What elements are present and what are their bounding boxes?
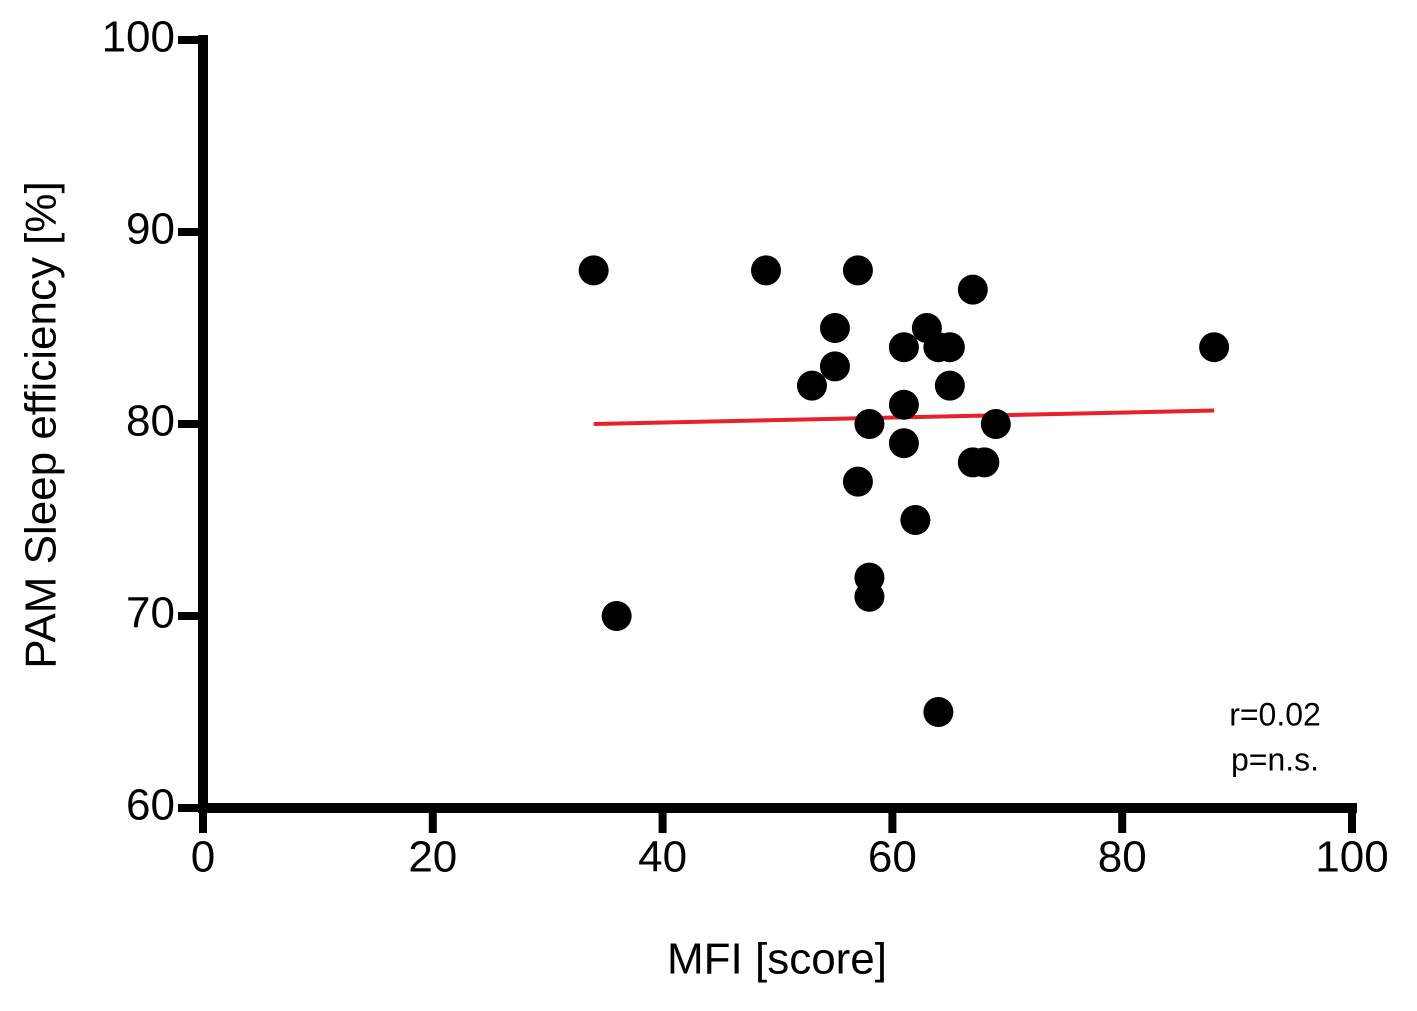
annotation: r=0.02 — [1229, 696, 1321, 732]
point — [888, 389, 919, 420]
point — [578, 255, 609, 286]
x-tick-label: 60 — [868, 833, 917, 882]
point — [819, 351, 850, 382]
point — [819, 313, 850, 343]
point — [957, 274, 988, 305]
x-tick-label: 80 — [1098, 833, 1147, 882]
point — [842, 255, 873, 286]
point — [601, 601, 632, 631]
point — [842, 466, 873, 497]
point — [900, 505, 931, 535]
point — [1199, 332, 1230, 363]
y-tick-label: 70 — [126, 589, 175, 638]
annotation: p=n.s. — [1231, 741, 1319, 777]
x-tick-label: 20 — [408, 833, 457, 882]
point — [934, 332, 965, 363]
point — [969, 447, 1000, 478]
y-tick-label: 100 — [102, 13, 175, 62]
point — [923, 697, 954, 727]
point — [854, 409, 885, 439]
x-tick-label: 40 — [638, 833, 687, 882]
point — [934, 370, 965, 401]
x-tick-label: 100 — [1315, 833, 1388, 882]
y-tick-label: 80 — [126, 397, 175, 446]
point — [888, 332, 919, 363]
y-tick-label: 60 — [126, 781, 175, 830]
point — [888, 428, 919, 459]
y-axis-title: PAM Sleep efficiency [%] — [17, 181, 66, 668]
point — [751, 255, 782, 286]
y-tick-label: 90 — [126, 205, 175, 254]
x-tick-label: 0 — [191, 833, 215, 882]
point — [796, 370, 827, 401]
x-axis-title: MFI [score] — [667, 935, 887, 984]
point — [854, 581, 885, 612]
point — [980, 409, 1011, 439]
